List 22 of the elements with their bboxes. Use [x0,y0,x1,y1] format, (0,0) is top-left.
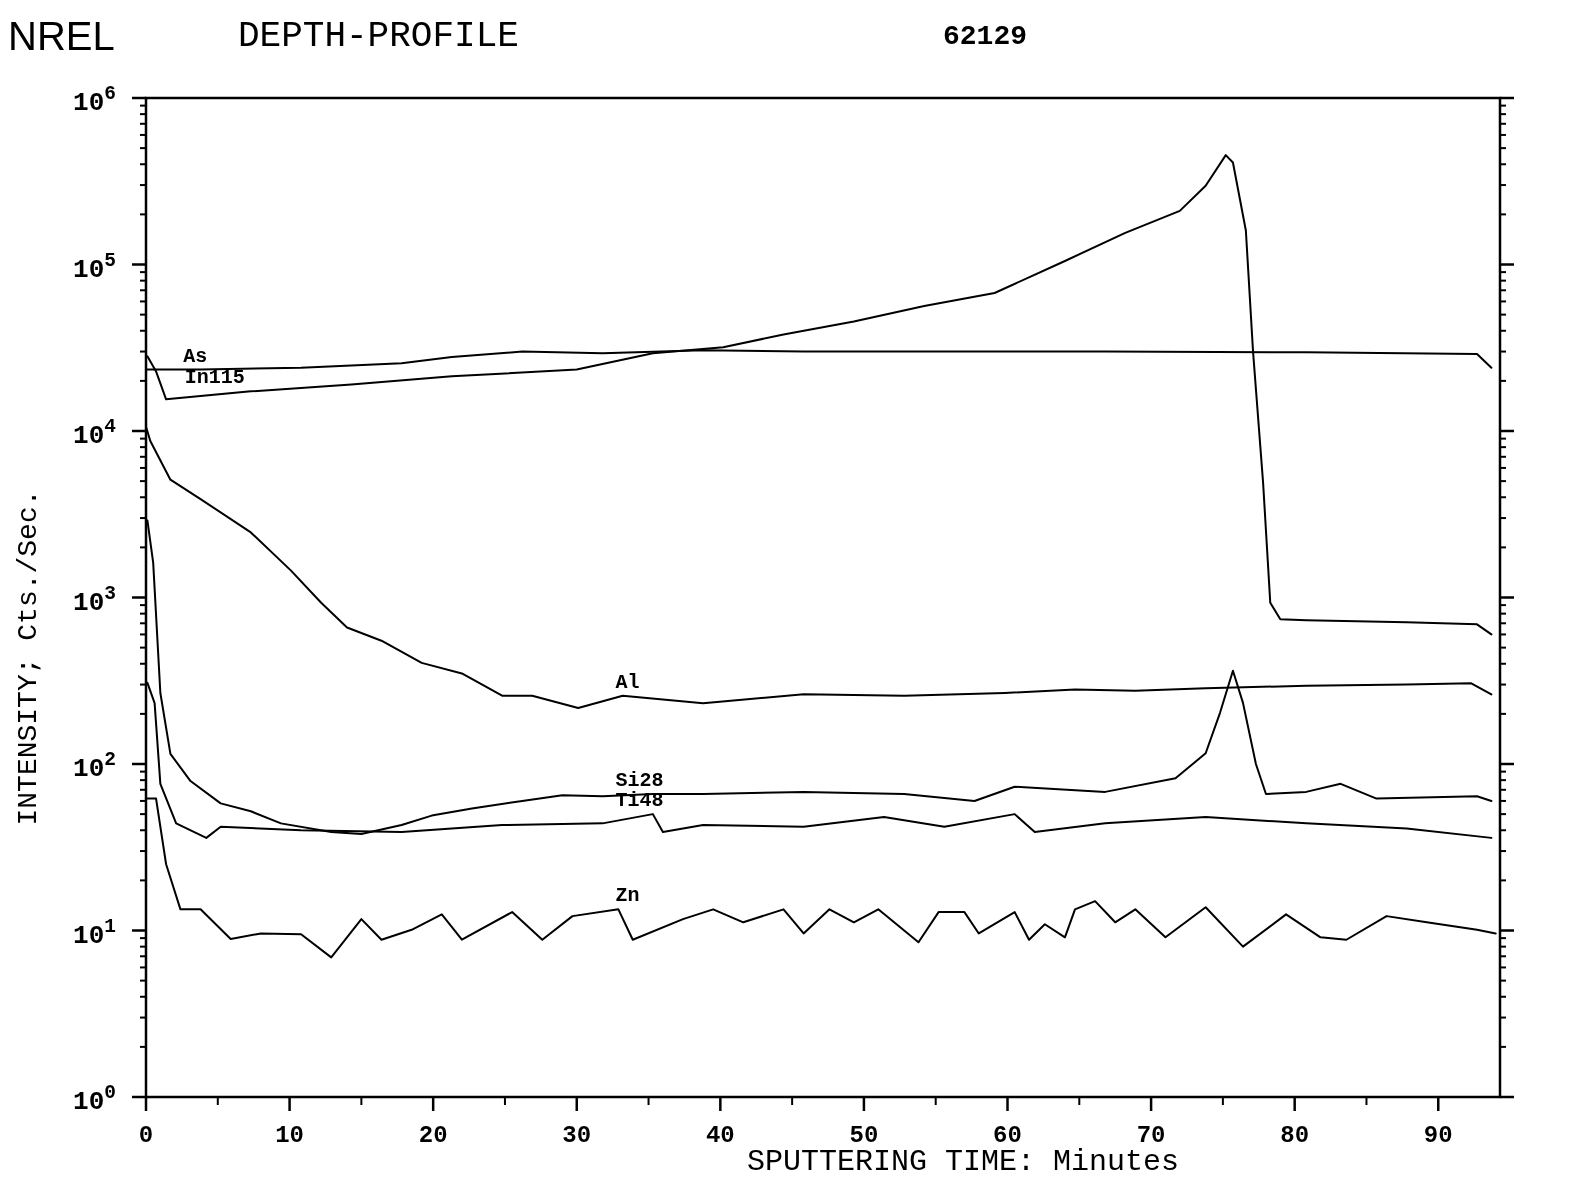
y-tick-label: 10$^{3}$ [73,582,116,618]
y-tick-label: 10$^{0}$ [73,1082,116,1117]
series-label: Al [615,670,640,694]
y-tick-label: 10$^{5}$ [73,249,116,285]
series-label: In115 [184,366,245,390]
series-label: Zn [615,884,640,908]
y-axis-title: INTENSITY; Cts./Sec. [13,489,44,826]
x-tick-label: 80 [1280,1122,1310,1149]
x-tick-label: 40 [705,1122,735,1149]
series-label: As [183,344,208,368]
x-tick-label: 30 [562,1122,592,1149]
y-tick-label: 10$^{2}$ [73,749,116,784]
chart-title: NREL [8,14,115,58]
x-tick-label: 20 [418,1122,448,1149]
y-tick-label: 10$^{6}$ [73,83,116,118]
x-tick-label: 90 [1423,1122,1453,1149]
x-tick-label: 0 [138,1122,154,1149]
y-tick-label: 10$^{4}$ [73,416,117,451]
text: 62129 [942,21,1028,52]
chart-subtitle: DEPTH-PROFILE [238,16,519,57]
y-tick-label: 10$^{1}$ [73,915,116,951]
x-tick-label: 10 [275,1122,304,1149]
